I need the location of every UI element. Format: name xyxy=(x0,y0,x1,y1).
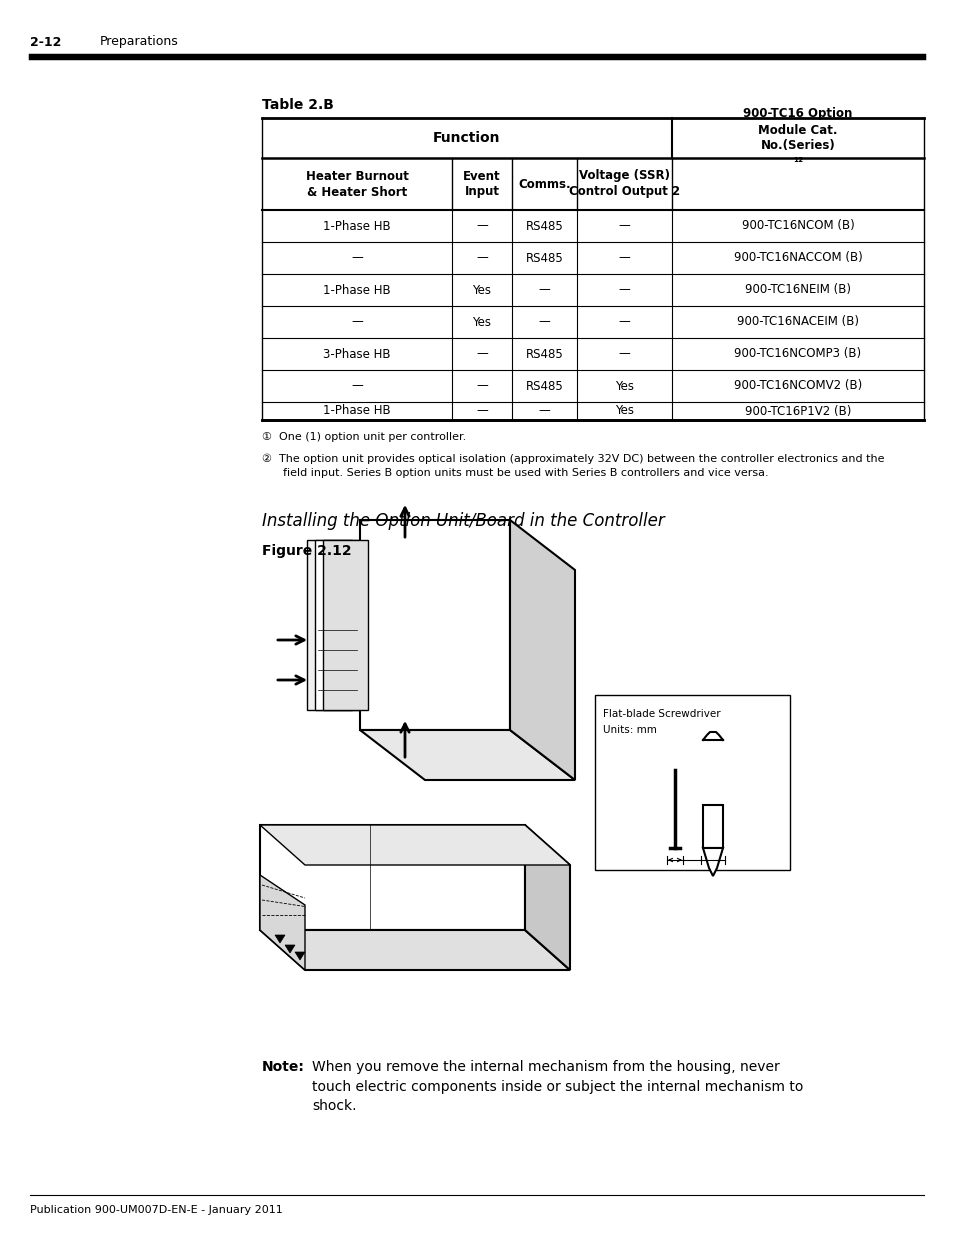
Text: 900-TC16NEIM (B): 900-TC16NEIM (B) xyxy=(744,284,850,296)
Text: —: — xyxy=(538,284,550,296)
Polygon shape xyxy=(285,945,294,953)
Text: —: — xyxy=(618,347,630,361)
Text: Event
Input: Event Input xyxy=(463,169,500,199)
Bar xyxy=(702,805,722,848)
Text: RS485: RS485 xyxy=(525,220,563,232)
Text: 1-Phase HB: 1-Phase HB xyxy=(323,220,391,232)
Text: ②  The option unit provides optical isolation (approximately 32V DC) between the: ② The option unit provides optical isola… xyxy=(262,454,883,478)
Text: —: — xyxy=(476,405,487,417)
Text: Installing the Option Unit/Board in the Controller: Installing the Option Unit/Board in the … xyxy=(262,513,664,530)
Text: Yes: Yes xyxy=(615,405,634,417)
Text: 1-Phase HB: 1-Phase HB xyxy=(323,284,391,296)
Text: 900-TC16NACCOM (B): 900-TC16NACCOM (B) xyxy=(733,252,862,264)
Polygon shape xyxy=(323,540,368,710)
Text: Note:: Note: xyxy=(262,1060,305,1074)
Text: —: — xyxy=(476,220,487,232)
Text: Preparations: Preparations xyxy=(100,36,178,48)
Text: Table 2.B: Table 2.B xyxy=(262,98,334,112)
Polygon shape xyxy=(294,952,305,960)
Text: —: — xyxy=(538,405,550,417)
Polygon shape xyxy=(260,876,305,969)
Text: Yes: Yes xyxy=(472,315,491,329)
Text: 900-TC16NCOM (B): 900-TC16NCOM (B) xyxy=(740,220,854,232)
Polygon shape xyxy=(314,540,359,710)
Text: —: — xyxy=(618,252,630,264)
Text: 900-TC16P1V2 (B): 900-TC16P1V2 (B) xyxy=(744,405,850,417)
Text: —: — xyxy=(618,220,630,232)
Polygon shape xyxy=(510,520,575,781)
Text: 900-TC16 Option
Module Cat.
No.(Series)
¹²: 900-TC16 Option Module Cat. No.(Series) … xyxy=(742,107,852,168)
Text: —: — xyxy=(476,252,487,264)
Text: Yes: Yes xyxy=(472,284,491,296)
Polygon shape xyxy=(274,935,285,944)
Text: —: — xyxy=(476,347,487,361)
Polygon shape xyxy=(359,520,510,730)
Text: Heater Burnout
& Heater Short: Heater Burnout & Heater Short xyxy=(305,169,408,199)
Text: Function: Function xyxy=(433,131,500,144)
Polygon shape xyxy=(359,730,575,781)
Text: Figure 2.12: Figure 2.12 xyxy=(262,543,352,558)
Text: Units: mm: Units: mm xyxy=(602,725,657,735)
Text: RS485: RS485 xyxy=(525,347,563,361)
Text: —: — xyxy=(538,315,550,329)
Text: Comms.: Comms. xyxy=(517,178,570,190)
Polygon shape xyxy=(307,540,352,710)
Text: 900-TC16NACEIM (B): 900-TC16NACEIM (B) xyxy=(737,315,858,329)
Text: RS485: RS485 xyxy=(525,252,563,264)
Text: —: — xyxy=(618,315,630,329)
Text: 2-12: 2-12 xyxy=(30,36,61,48)
Text: Yes: Yes xyxy=(615,379,634,393)
Text: RS485: RS485 xyxy=(525,379,563,393)
Polygon shape xyxy=(260,930,569,969)
Polygon shape xyxy=(702,848,722,876)
Text: —: — xyxy=(351,315,362,329)
Text: —: — xyxy=(351,379,362,393)
Text: —: — xyxy=(618,284,630,296)
Bar xyxy=(595,695,789,869)
Text: —: — xyxy=(476,379,487,393)
Text: 900-TC16NCOMV2 (B): 900-TC16NCOMV2 (B) xyxy=(733,379,862,393)
Text: 1-Phase HB: 1-Phase HB xyxy=(323,405,391,417)
Polygon shape xyxy=(524,825,569,969)
Polygon shape xyxy=(260,825,569,864)
Text: ①  One (1) option unit per controller.: ① One (1) option unit per controller. xyxy=(262,432,466,442)
Text: When you remove the internal mechanism from the housing, never
touch electric co: When you remove the internal mechanism f… xyxy=(312,1060,802,1113)
Text: Voltage (SSR)
Control Output 2: Voltage (SSR) Control Output 2 xyxy=(568,169,679,199)
Text: Flat-blade Screwdriver: Flat-blade Screwdriver xyxy=(602,709,720,719)
Text: Publication 900-UM007D-EN-E - January 2011: Publication 900-UM007D-EN-E - January 20… xyxy=(30,1205,282,1215)
Text: 900-TC16NCOMP3 (B): 900-TC16NCOMP3 (B) xyxy=(734,347,861,361)
Text: 3-Phase HB: 3-Phase HB xyxy=(323,347,391,361)
Text: —: — xyxy=(351,252,362,264)
Polygon shape xyxy=(260,825,524,930)
